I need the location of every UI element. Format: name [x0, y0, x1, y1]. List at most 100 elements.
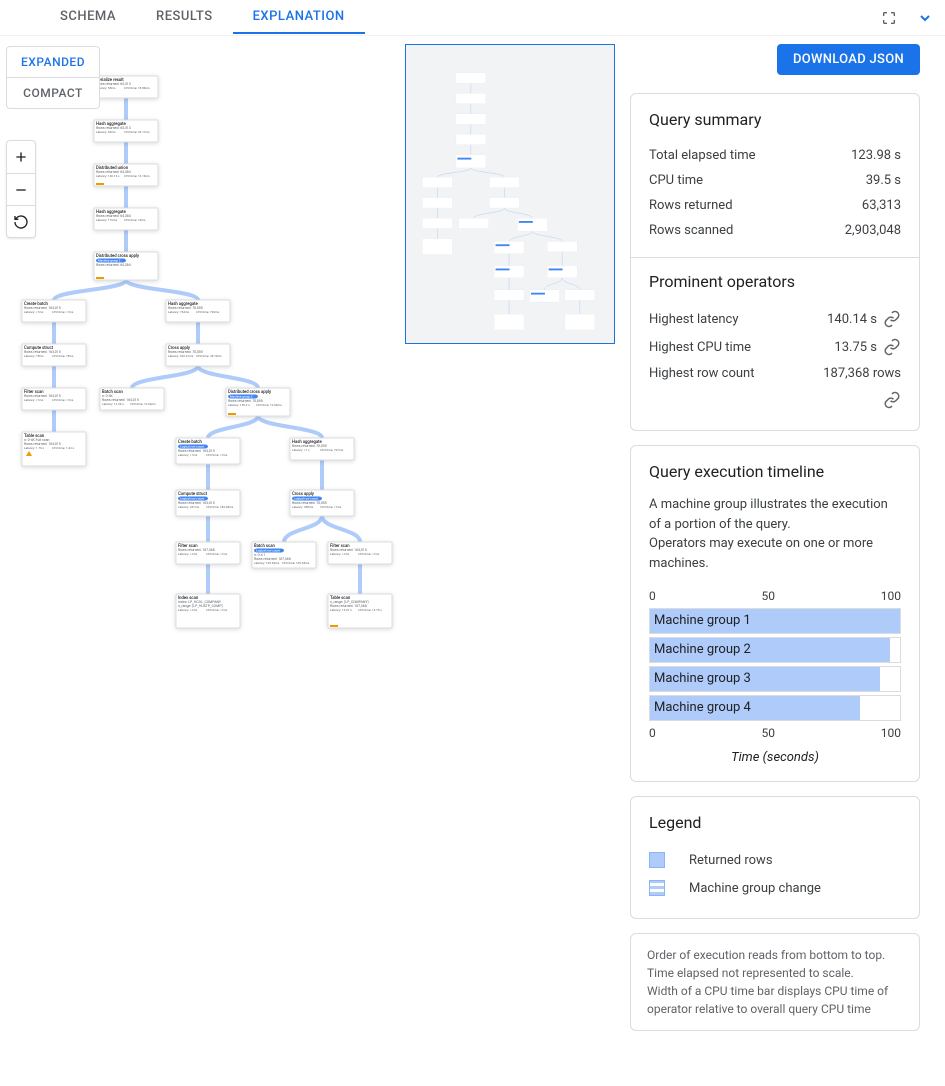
plan-node[interactable]: Batch scann: 0-4KRows returned: 163,015L…	[100, 388, 164, 410]
svg-text:Logical row count: Logical row count	[256, 549, 280, 553]
svg-text:Latency: 75ms: Latency: 75ms	[24, 354, 44, 358]
legend-item: Machine group change	[649, 874, 901, 902]
svg-text:Latency: 764ms: Latency: 764ms	[168, 310, 190, 314]
compact-toggle[interactable]: COMPACT	[7, 77, 99, 108]
svg-text:Logical row count: Logical row count	[294, 497, 318, 501]
timeline-bar[interactable]: Machine group 1	[649, 608, 901, 634]
plan-node[interactable]: Serialize resultRows returned: 63,313Lat…	[94, 76, 158, 98]
prominent-row: Highest latency140.14 s	[649, 305, 901, 333]
svg-text:CPU time: 12.69ms: CPU time: 12.69ms	[256, 403, 282, 407]
chevron-down-icon[interactable]	[913, 6, 937, 30]
plan-node[interactable]: Filter scanRows returned: 163,015Latency…	[328, 542, 392, 564]
svg-text:Latency: <1 s: Latency: <1 s	[292, 448, 310, 452]
plan-node[interactable]: Create batchLogical row countRows return…	[176, 438, 240, 464]
zoom-reset-button[interactable]	[7, 205, 35, 237]
svg-text:CPU time: 18.86ms: CPU time: 18.86ms	[124, 86, 150, 90]
svg-text:CPU time: <1ms: CPU time: <1ms	[206, 453, 228, 457]
goto-operator-icon[interactable]	[883, 310, 901, 328]
svg-text:Logical row count: Logical row count	[180, 445, 204, 449]
svg-text:Latency: 140.14 s: Latency: 140.14 s	[96, 174, 120, 178]
query-plan-canvas[interactable]: EXPANDED COMPACT Serialize resultRows re…	[0, 36, 630, 1086]
plan-node[interactable]: Hash aggregateRows returned: 70,055Laten…	[166, 300, 230, 322]
fullscreen-icon[interactable]	[877, 6, 901, 30]
plan-node[interactable]: Batch scanLogical row countn: 0-4.1Rows …	[252, 542, 316, 568]
svg-text:CPU time: 720ms: CPU time: 720ms	[196, 310, 220, 314]
svg-text:CPU time: 16ms: CPU time: 16ms	[124, 218, 146, 222]
plan-node[interactable]: Table scann_range: (LP_COMPANY)Rows retu…	[328, 594, 392, 628]
legend-panel: Legend Returned rowsMachine group change	[630, 796, 920, 919]
prominent-row: Highest row count187,368 rows	[649, 361, 901, 386]
svg-text:Latency: 267ms: Latency: 267ms	[178, 505, 200, 509]
svg-text:Latency: 105.54ms: Latency: 105.54ms	[254, 561, 280, 565]
panel-title: Query execution timeline	[649, 462, 901, 481]
footer-note: Order of execution reads from bottom to …	[630, 933, 920, 1031]
timeline-axis-bottom: 050100	[649, 724, 901, 742]
plan-node[interactable]: Cross applyRows returned: 70,055Latency:…	[166, 344, 230, 366]
svg-text:Latency: 139.2 s: Latency: 139.2 s	[228, 403, 250, 407]
panel-title: Query summary	[649, 110, 901, 129]
timeline-caption: Time (seconds)	[649, 750, 901, 765]
plan-node[interactable]: Distributed cross applyMachine group 2Ro…	[94, 252, 158, 280]
plan-node[interactable]: Compute structRows returned: 163,015Late…	[22, 344, 86, 366]
plan-node[interactable]: Hash aggregateRows returned: 64,384Laten…	[94, 208, 158, 230]
svg-text:CPU time: 13.75 s: CPU time: 13.75 s	[358, 608, 382, 612]
timeline-desc: A machine group illustrates the executio…	[649, 495, 901, 573]
tab-bar: SCHEMA RESULTS EXPLANATION	[0, 0, 945, 36]
svg-text:Latency: 262.41ms: Latency: 262.41ms	[168, 354, 194, 358]
summary-row: Rows returned63,313	[649, 193, 901, 218]
svg-text:Latency: <1ms: Latency: <1ms	[178, 552, 198, 556]
plan-node[interactable]: Filter scanRows returned: 163,015Latency…	[22, 388, 86, 410]
svg-text:CPU time: <1ms: CPU time: <1ms	[320, 505, 342, 509]
goto-operator-icon[interactable]	[883, 338, 901, 356]
svg-text:CPU time: 183.48ms: CPU time: 183.48ms	[206, 505, 234, 509]
tab-results[interactable]: RESULTS	[136, 1, 233, 34]
svg-text:CPU time: 1.42 s: CPU time: 1.42 s	[52, 446, 75, 450]
svg-text:CPU time: 727ms: CPU time: 727ms	[320, 448, 344, 452]
svg-text:CPU time: 45.74ms: CPU time: 45.74ms	[196, 354, 222, 358]
plan-node[interactable]: Hash aggregateRows returned: 63,313Laten…	[94, 120, 158, 142]
svg-text:CPU time: 29.11ms: CPU time: 29.11ms	[124, 130, 150, 134]
plan-node[interactable]: Index scanIndex: LP_HCOL_COMPANYn_range:…	[176, 594, 240, 628]
plan-node[interactable]: Cross applyLogical row countRows returne…	[290, 490, 354, 516]
svg-text:Latency: 116ms: Latency: 116ms	[96, 218, 118, 222]
timeline-panel: Query execution timeline A machine group…	[630, 445, 920, 782]
svg-text:CPU time: <1ms: CPU time: <1ms	[206, 608, 228, 612]
plan-node[interactable]: Create batchRows returned: 163,015Latenc…	[22, 300, 86, 322]
svg-text:Latency: <1ms: Latency: <1ms	[178, 608, 198, 612]
plan-node[interactable]: Distributed cross applyMachine group 3Ro…	[226, 388, 290, 416]
minimap[interactable]	[405, 44, 615, 344]
plan-node[interactable]: Compute structLogical row countRows retu…	[176, 490, 240, 516]
expanded-toggle[interactable]: EXPANDED	[7, 47, 99, 77]
zoom-out-button[interactable]	[7, 173, 35, 205]
plan-node[interactable]: Distributed unionRows returned: 64,384La…	[94, 164, 158, 186]
svg-text:Latency: 1.76 s: Latency: 1.76 s	[24, 446, 45, 450]
timeline-bar[interactable]: Machine group 4	[649, 695, 901, 721]
zoom-controls	[6, 140, 36, 238]
zoom-in-button[interactable]	[7, 141, 35, 173]
svg-text:CPU time: <1ms: CPU time: <1ms	[206, 552, 228, 556]
svg-text:CPU time: <1ms: CPU time: <1ms	[52, 310, 74, 314]
tab-explanation[interactable]: EXPLANATION	[233, 1, 365, 34]
svg-text:Latency: <1ms: Latency: <1ms	[24, 310, 44, 314]
query-summary-panel: Query summary Total elapsed time123.98 s…	[630, 93, 920, 431]
panel-title: Prominent operators	[649, 272, 901, 291]
timeline-bar[interactable]: Machine group 2	[649, 637, 901, 663]
download-json-button[interactable]: DOWNLOAD JSON	[777, 44, 920, 75]
svg-text:Rows returned: 64,384: Rows returned: 64,384	[96, 263, 131, 267]
timeline-axis-top: 050100	[649, 587, 901, 605]
summary-row: CPU time39.5 s	[649, 168, 901, 193]
plan-node[interactable]: Table scann: 0-4K Full scanRows returned…	[22, 432, 86, 466]
panel-title: Legend	[649, 813, 901, 832]
svg-text:Machine group 3: Machine group 3	[230, 395, 253, 399]
svg-text:CPU time: <1ms: CPU time: <1ms	[358, 552, 380, 556]
tab-schema[interactable]: SCHEMA	[40, 1, 136, 34]
summary-row: Total elapsed time123.98 s	[649, 143, 901, 168]
legend-item: Returned rows	[649, 846, 901, 874]
plan-node[interactable]: Filter scanRows returned: 187,368Latency…	[176, 542, 240, 564]
goto-operator-icon[interactable]	[883, 391, 901, 409]
plan-node[interactable]: Hash aggregateRows returned: 70,055Laten…	[290, 438, 354, 460]
timeline-bar[interactable]: Machine group 3	[649, 666, 901, 692]
prominent-row: Highest CPU time13.75 s	[649, 333, 901, 361]
svg-text:CPU time: 75ms: CPU time: 75ms	[52, 354, 74, 358]
svg-text:Latency: 12.26 s: Latency: 12.26 s	[102, 402, 124, 406]
